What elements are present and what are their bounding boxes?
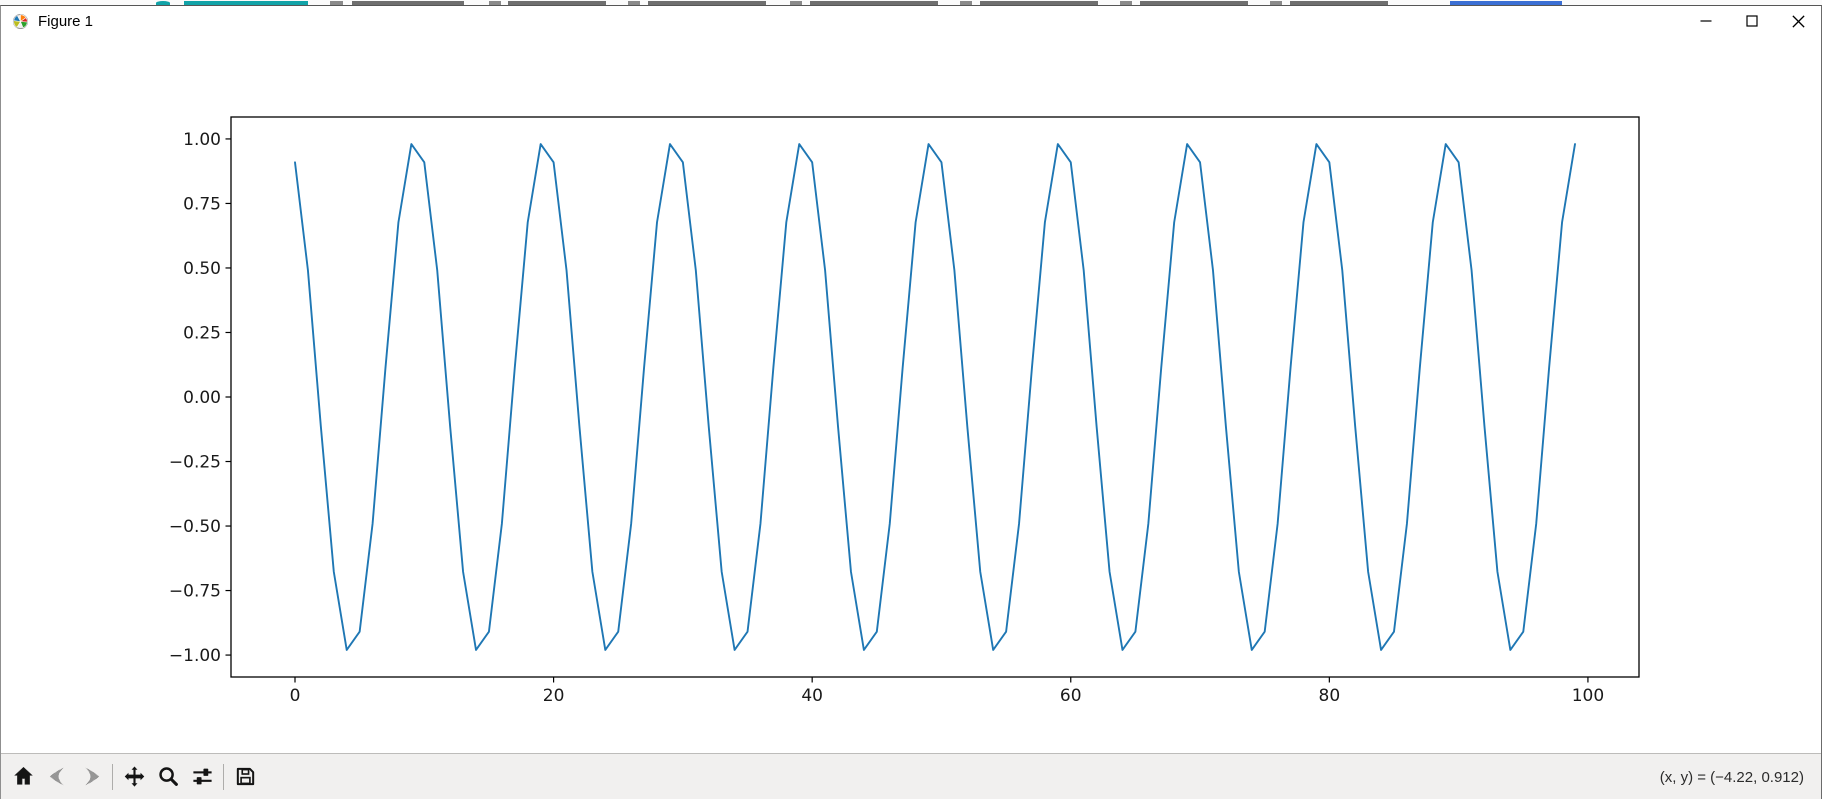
x-tick-label: 60 <box>1060 686 1082 706</box>
bookmark-fragment <box>184 1 308 5</box>
matplotlib-icon <box>12 13 29 30</box>
toolbar-separator <box>223 763 224 790</box>
toolbar-separator <box>112 763 113 790</box>
y-tick-label: 1.00 <box>183 130 221 150</box>
minimize-button[interactable] <box>1683 6 1729 36</box>
cursor-coordinates: (x, y) = (−4.22, 0.912) <box>1659 768 1804 786</box>
x-tick-label: 100 <box>1572 686 1604 706</box>
bookmark-fragment <box>790 1 802 5</box>
pan-arrows-icon <box>124 766 144 787</box>
y-tick-label: 0.25 <box>183 323 221 343</box>
bookmark-fragment <box>156 1 170 5</box>
toolbar-home-button[interactable] <box>8 761 38 793</box>
bookmark-fragment <box>1270 1 1282 5</box>
bookmark-fragment <box>489 1 501 5</box>
zoom-magnifier-icon <box>158 767 178 786</box>
toolbar-zoom-button[interactable] <box>153 761 183 793</box>
bookmark-fragment <box>1450 1 1562 5</box>
y-tick-label: −0.25 <box>169 453 221 473</box>
toolbar-save-button[interactable] <box>230 761 260 793</box>
bookmark-fragment <box>1140 1 1248 5</box>
toolbar-buttons <box>8 761 264 793</box>
navigation-toolbar: (x, y) = (−4.22, 0.912) <box>1 753 1821 799</box>
y-tick-label: −1.00 <box>169 646 221 666</box>
save-floppy-icon <box>236 767 254 786</box>
y-tick-label: −0.75 <box>169 582 221 602</box>
x-tick-label: 40 <box>801 686 823 706</box>
sine-wave-chart: 0 20 40 60 80 100 1.00 0.75 0.50 0.25 0.00 −0.25 −0.… <box>169 116 1640 706</box>
toolbar-forward-button[interactable] <box>76 761 106 793</box>
close-icon <box>1791 14 1805 28</box>
x-tick-label: 80 <box>1319 686 1341 706</box>
maximize-button[interactable] <box>1729 6 1775 36</box>
window-title: Figure 1 <box>38 12 94 30</box>
home-icon <box>13 766 33 785</box>
background-browser-strip <box>0 0 1822 5</box>
x-tick-label: 20 <box>543 686 565 706</box>
x-tick-label: 0 <box>290 686 301 706</box>
sine-line <box>294 143 1576 651</box>
forward-arrow-icon <box>84 767 99 786</box>
titlebar[interactable]: Figure 1 <box>1 6 1821 36</box>
bookmark-fragment <box>648 1 766 5</box>
toolbar-configure-subplots-button[interactable] <box>187 761 217 793</box>
figure-canvas[interactable]: 0 20 40 60 80 100 1.00 0.75 0.50 0.25 0.00 −0.25 −0.… <box>1 36 1821 753</box>
bookmark-fragment <box>1120 1 1132 5</box>
bookmark-fragment <box>810 1 938 5</box>
bookmark-fragment <box>352 1 464 5</box>
back-arrow-icon <box>49 767 64 786</box>
figure-window: Figure 1 <box>0 5 1822 799</box>
maximize-icon <box>1746 15 1758 27</box>
y-tick-label: 0.50 <box>183 259 221 279</box>
bookmark-fragment <box>960 1 972 5</box>
bookmark-fragment <box>330 1 343 5</box>
window-controls <box>1683 6 1821 36</box>
bookmark-fragment <box>1290 1 1388 5</box>
sliders-icon <box>192 768 212 785</box>
y-tick-label: 0.00 <box>183 388 221 408</box>
toolbar-back-button[interactable] <box>42 761 72 793</box>
axes-frame <box>230 116 1640 678</box>
y-tick-label: −0.50 <box>169 517 221 537</box>
toolbar-pan-button[interactable] <box>119 761 149 793</box>
close-button[interactable] <box>1775 6 1821 36</box>
bookmark-fragment <box>508 1 606 5</box>
bookmark-fragment <box>980 1 1098 5</box>
y-tick-label: 0.75 <box>183 194 221 214</box>
bookmark-fragment <box>628 1 640 5</box>
minimize-icon <box>1700 20 1712 22</box>
